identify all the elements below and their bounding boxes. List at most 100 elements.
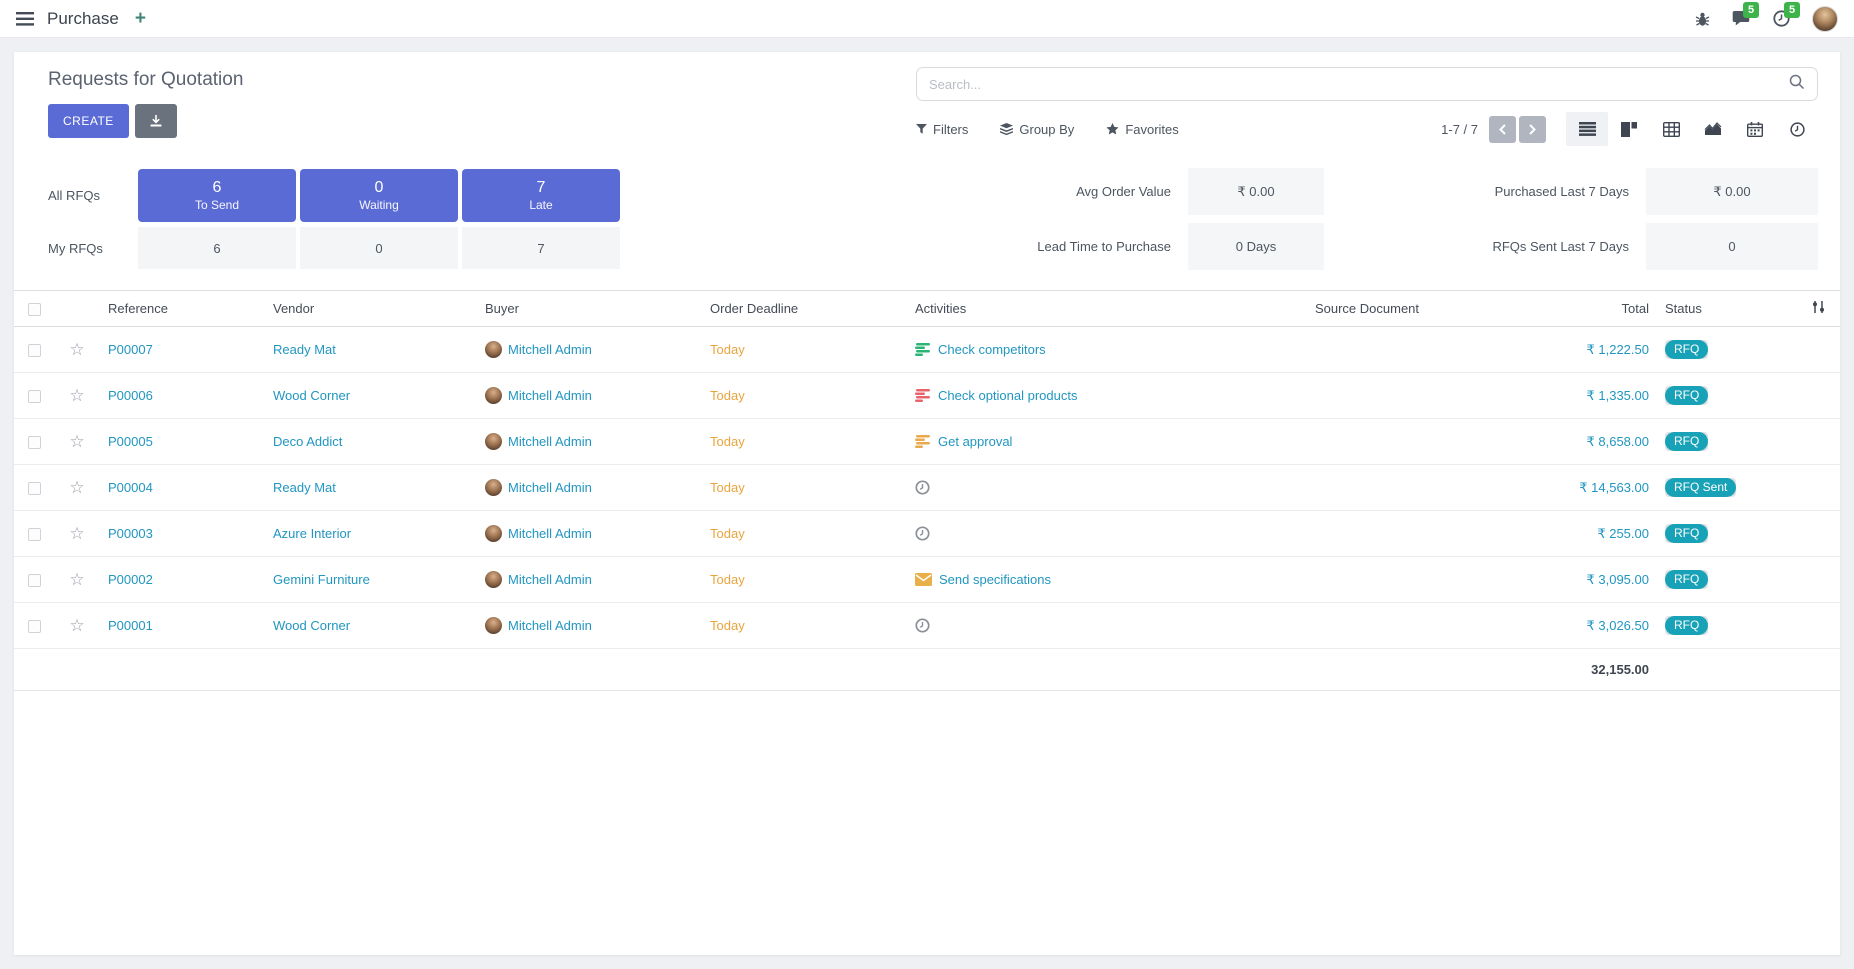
column-total[interactable]: Total xyxy=(1527,290,1657,327)
row-checkbox[interactable] xyxy=(27,344,41,358)
list-icon[interactable] xyxy=(915,435,931,448)
vendor-link[interactable]: Wood Corner xyxy=(273,388,351,403)
filters-button[interactable]: Filters xyxy=(916,122,968,137)
new-tab-button[interactable]: + xyxy=(134,8,146,29)
column-order-deadline[interactable]: Order Deadline xyxy=(702,290,907,327)
activity-label[interactable]: Send specifications xyxy=(939,572,1052,587)
favorite-star-icon[interactable]: ☆ xyxy=(69,385,85,405)
control-panel: Requests for Quotation CREATE Filters xyxy=(14,52,1840,150)
activity-label[interactable]: Get approval xyxy=(938,434,1013,449)
search-input[interactable] xyxy=(929,76,1789,92)
app-title[interactable]: Purchase xyxy=(47,8,119,28)
search-icon[interactable] xyxy=(1789,74,1805,95)
late-button[interactable]: 7 Late xyxy=(462,168,620,222)
activity-view-button[interactable] xyxy=(1776,112,1818,146)
table-row[interactable]: ☆ P00007 Ready Mat Mitchell Admin Today … xyxy=(14,326,1840,373)
kanban-view-button[interactable] xyxy=(1608,112,1650,146)
my-waiting-cell[interactable]: 0 xyxy=(300,227,458,270)
list-view-button[interactable] xyxy=(1566,112,1608,146)
favorite-star-icon[interactable]: ☆ xyxy=(69,339,85,359)
activity-label[interactable]: Check competitors xyxy=(938,342,1046,357)
row-checkbox[interactable] xyxy=(27,528,41,542)
reference-link[interactable]: P00004 xyxy=(108,480,153,495)
row-checkbox[interactable] xyxy=(27,436,41,450)
table-row[interactable]: ☆ P00005 Deco Addict Mitchell Admin Toda… xyxy=(14,418,1840,465)
total-amount: ₹ 1,222.50 xyxy=(1586,341,1650,357)
buyer-link[interactable]: Mitchell Admin xyxy=(508,618,592,633)
buyer-link[interactable]: Mitchell Admin xyxy=(508,342,592,357)
vendor-link[interactable]: Gemini Furniture xyxy=(273,572,370,587)
envelope-icon[interactable] xyxy=(915,573,932,586)
calendar-view-button[interactable] xyxy=(1734,112,1776,146)
buyer-link[interactable]: Mitchell Admin xyxy=(508,572,592,587)
waiting-button[interactable]: 0 Waiting xyxy=(300,168,458,222)
row-checkbox[interactable] xyxy=(27,390,41,404)
favorite-star-icon[interactable]: ☆ xyxy=(69,477,85,497)
favorites-button[interactable]: Favorites xyxy=(1106,122,1179,137)
optional-columns-icon[interactable] xyxy=(1811,301,1826,317)
clock-icon[interactable] xyxy=(915,480,930,495)
column-reference[interactable]: Reference xyxy=(100,290,265,327)
reference-link[interactable]: P00005 xyxy=(108,434,153,449)
vendor-link[interactable]: Deco Addict xyxy=(273,434,343,449)
activities-clock-icon[interactable]: 5 xyxy=(1773,2,1801,27)
select-all-checkbox[interactable] xyxy=(27,303,41,317)
column-activities[interactable]: Activities xyxy=(907,290,1207,327)
avg-order-value-label: Avg Order Value xyxy=(1076,184,1171,199)
my-to-send-cell[interactable]: 6 xyxy=(138,227,296,270)
table-row[interactable]: ☆ P00004 Ready Mat Mitchell Admin Today … xyxy=(14,464,1840,511)
graph-view-button[interactable] xyxy=(1692,112,1734,146)
favorite-star-icon[interactable]: ☆ xyxy=(69,615,85,635)
order-deadline: Today xyxy=(710,388,745,403)
row-checkbox[interactable] xyxy=(27,482,41,496)
export-button[interactable] xyxy=(134,104,177,138)
reference-link[interactable]: P00007 xyxy=(108,342,153,357)
column-buyer[interactable]: Buyer xyxy=(477,290,702,327)
table-row[interactable]: ☆ P00003 Azure Interior Mitchell Admin T… xyxy=(14,510,1840,557)
row-checkbox[interactable] xyxy=(27,620,41,634)
list-icon[interactable] xyxy=(915,389,931,402)
column-vendor[interactable]: Vendor xyxy=(265,290,477,327)
reference-link[interactable]: P00001 xyxy=(108,618,153,633)
vendor-link[interactable]: Azure Interior xyxy=(273,526,352,541)
activity-label[interactable]: Check optional products xyxy=(938,388,1078,403)
group-by-button[interactable]: Group By xyxy=(1000,122,1074,137)
order-deadline: Today xyxy=(710,618,745,633)
reference-link[interactable]: P00002 xyxy=(108,572,153,587)
pager-previous-button[interactable] xyxy=(1489,115,1516,143)
column-source-document[interactable]: Source Document xyxy=(1207,290,1527,327)
buyer-link[interactable]: Mitchell Admin xyxy=(508,526,592,541)
list-icon[interactable] xyxy=(915,343,931,356)
favorite-star-icon[interactable]: ☆ xyxy=(69,569,85,589)
buyer-avatar xyxy=(485,433,502,450)
clock-icon[interactable] xyxy=(915,526,930,541)
buyer-link[interactable]: Mitchell Admin xyxy=(508,480,592,495)
messages-icon[interactable]: 5 xyxy=(1732,2,1760,27)
vendor-link[interactable]: Ready Mat xyxy=(273,480,336,495)
my-late-cell[interactable]: 7 xyxy=(462,227,620,270)
create-button[interactable]: CREATE xyxy=(48,104,129,138)
favorite-star-icon[interactable]: ☆ xyxy=(69,523,85,543)
vendor-link[interactable]: Ready Mat xyxy=(273,342,336,357)
table-row[interactable]: ☆ P00001 Wood Corner Mitchell Admin Toda… xyxy=(14,602,1840,649)
row-checkbox[interactable] xyxy=(27,574,41,588)
buyer-link[interactable]: Mitchell Admin xyxy=(508,388,592,403)
buyer-link[interactable]: Mitchell Admin xyxy=(508,434,592,449)
vendor-link[interactable]: Wood Corner xyxy=(273,618,351,633)
debug-bug-icon[interactable] xyxy=(1695,11,1710,27)
clock-icon[interactable] xyxy=(915,618,930,633)
activities-count-badge: 5 xyxy=(1784,2,1801,18)
favorite-star-icon[interactable]: ☆ xyxy=(69,431,85,451)
source-document-cell xyxy=(1207,418,1527,465)
column-status[interactable]: Status xyxy=(1657,290,1779,327)
user-avatar[interactable] xyxy=(1812,5,1838,32)
pivot-view-button[interactable] xyxy=(1650,112,1692,146)
table-row[interactable]: ☆ P00006 Wood Corner Mitchell Admin Toda… xyxy=(14,372,1840,419)
reference-link[interactable]: P00006 xyxy=(108,388,153,403)
table-row[interactable]: ☆ P00002 Gemini Furniture Mitchell Admin… xyxy=(14,556,1840,603)
pager-next-button[interactable] xyxy=(1519,115,1546,143)
reference-link[interactable]: P00003 xyxy=(108,526,153,541)
buyer-avatar xyxy=(485,387,502,404)
to-send-button[interactable]: 6 To Send xyxy=(138,168,296,222)
apps-menu-icon[interactable] xyxy=(16,11,34,26)
